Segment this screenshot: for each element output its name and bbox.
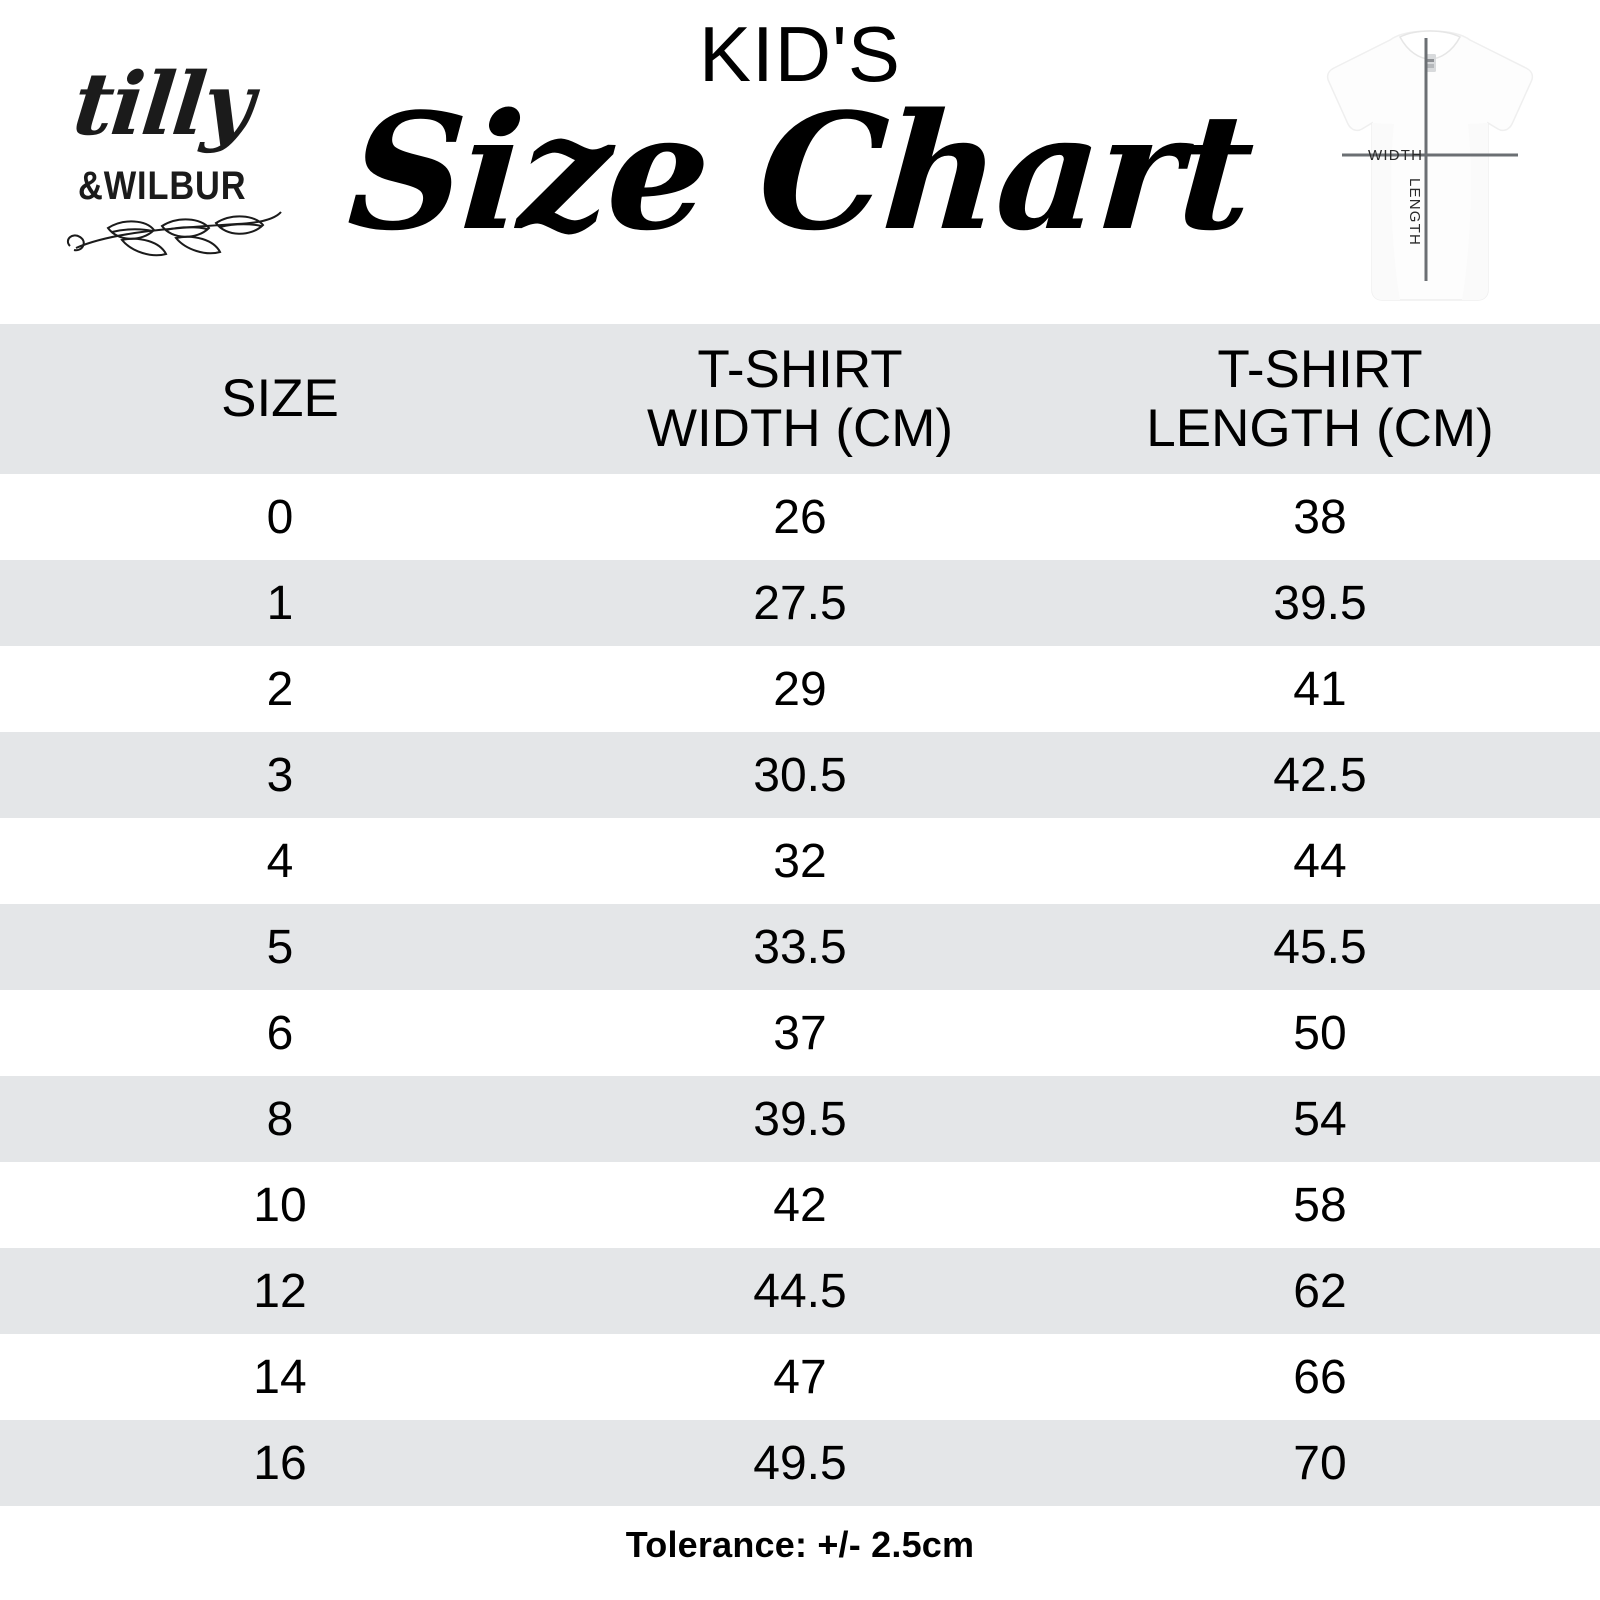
leaf-branch-icon bbox=[62, 202, 287, 264]
cell-width: 39.5 bbox=[560, 1076, 1040, 1162]
cell-size: 10 bbox=[0, 1162, 560, 1248]
table-row: 6 37 50 bbox=[0, 990, 1600, 1076]
page-title-block: KID'S Size Chart bbox=[300, 0, 1300, 266]
cell-size: 5 bbox=[0, 904, 560, 990]
cell-length: 44 bbox=[1040, 818, 1600, 904]
table-row: 3 30.5 42.5 bbox=[0, 732, 1600, 818]
table-row: 8 39.5 54 bbox=[0, 1076, 1600, 1162]
cell-width: 33.5 bbox=[560, 904, 1040, 990]
table-row: 16 49.5 70 bbox=[0, 1420, 1600, 1506]
table-row: 12 44.5 62 bbox=[0, 1248, 1600, 1334]
cell-size: 6 bbox=[0, 990, 560, 1076]
tshirt-icon bbox=[1326, 30, 1534, 301]
cell-width: 30.5 bbox=[560, 732, 1040, 818]
brand-name-sub: &WILBUR bbox=[78, 164, 247, 208]
table-row: 1 27.5 39.5 bbox=[0, 560, 1600, 646]
cell-size: 3 bbox=[0, 732, 560, 818]
cell-size: 1 bbox=[0, 560, 560, 646]
cell-size: 14 bbox=[0, 1334, 560, 1420]
column-header-length: T-SHIRT LENGTH (CM) bbox=[1040, 324, 1600, 474]
cell-width: 37 bbox=[560, 990, 1040, 1076]
cell-length: 54 bbox=[1040, 1076, 1600, 1162]
cell-length: 70 bbox=[1040, 1420, 1600, 1506]
cell-length: 62 bbox=[1040, 1248, 1600, 1334]
table-row: 0 26 38 bbox=[0, 474, 1600, 560]
table-body: 0 26 38 1 27.5 39.5 2 29 41 3 30.5 42.5 … bbox=[0, 474, 1600, 1506]
cell-size: 16 bbox=[0, 1420, 560, 1506]
tshirt-measurement-diagram: WIDTH LENGTH bbox=[1322, 28, 1538, 303]
cell-width: 44.5 bbox=[560, 1248, 1040, 1334]
cell-width: 42 bbox=[560, 1162, 1040, 1248]
cell-length: 66 bbox=[1040, 1334, 1600, 1420]
column-header-width: T-SHIRT WIDTH (CM) bbox=[560, 324, 1040, 474]
diagram-length-label: LENGTH bbox=[1406, 178, 1423, 247]
cell-width: 26 bbox=[560, 474, 1040, 560]
cell-width: 49.5 bbox=[560, 1420, 1040, 1506]
diagram-width-label: WIDTH bbox=[1368, 147, 1424, 164]
cell-width: 27.5 bbox=[560, 560, 1040, 646]
cell-length: 42.5 bbox=[1040, 732, 1600, 818]
cell-length: 50 bbox=[1040, 990, 1600, 1076]
cell-width: 32 bbox=[560, 818, 1040, 904]
cell-size: 8 bbox=[0, 1076, 560, 1162]
cell-size: 12 bbox=[0, 1248, 560, 1334]
table-row: 4 32 44 bbox=[0, 818, 1600, 904]
table-row: 14 47 66 bbox=[0, 1334, 1600, 1420]
cell-size: 0 bbox=[0, 474, 560, 560]
title-eyebrow: KID'S bbox=[699, 10, 901, 98]
tolerance-note: Tolerance: +/- 2.5cm bbox=[625, 1524, 975, 1565]
cell-width: 29 bbox=[560, 646, 1040, 732]
size-chart-table: SIZE T-SHIRT WIDTH (CM) T-SHIRT LENGTH (… bbox=[0, 324, 1600, 1506]
cell-length: 58 bbox=[1040, 1162, 1600, 1248]
cell-size: 4 bbox=[0, 818, 560, 904]
table-row: 5 33.5 45.5 bbox=[0, 904, 1600, 990]
table-row: 2 29 41 bbox=[0, 646, 1600, 732]
page-title: Size Chart bbox=[343, 77, 1257, 266]
brand-name-script: tilly bbox=[68, 54, 258, 155]
cell-length: 45.5 bbox=[1040, 904, 1600, 990]
header-zone: tilly &WILBUR KID'S Size Chart bbox=[0, 0, 1600, 324]
cell-width: 47 bbox=[560, 1334, 1040, 1420]
cell-size: 2 bbox=[0, 646, 560, 732]
cell-length: 41 bbox=[1040, 646, 1600, 732]
column-header-size: SIZE bbox=[0, 324, 560, 474]
table-header-row: SIZE T-SHIRT WIDTH (CM) T-SHIRT LENGTH (… bbox=[0, 324, 1600, 474]
table-row: 10 42 58 bbox=[0, 1162, 1600, 1248]
table-header: SIZE T-SHIRT WIDTH (CM) T-SHIRT LENGTH (… bbox=[0, 324, 1600, 474]
cell-length: 39.5 bbox=[1040, 560, 1600, 646]
cell-length: 38 bbox=[1040, 474, 1600, 560]
brand-logo: tilly &WILBUR bbox=[62, 54, 292, 264]
